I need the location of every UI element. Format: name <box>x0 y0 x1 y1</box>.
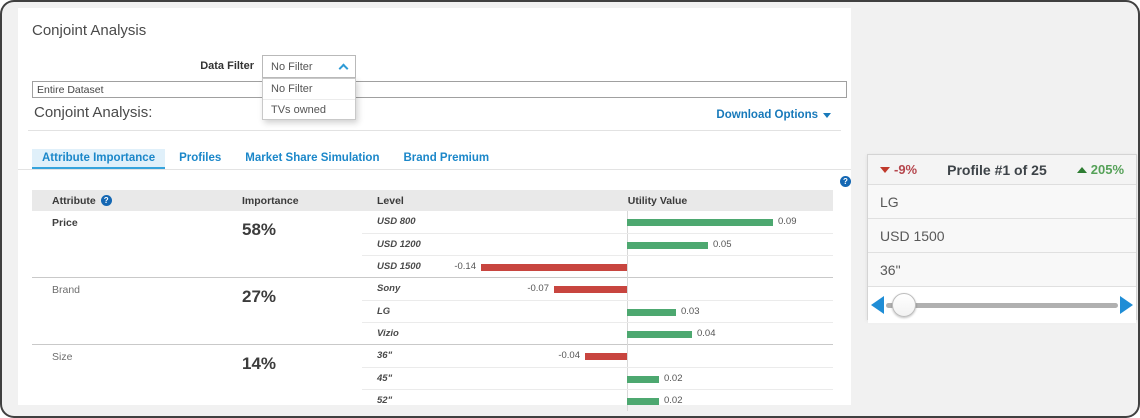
profile-row-size: 36" <box>868 253 1136 287</box>
utility-value: 0.02 <box>664 395 683 406</box>
attribute-importance: 58% <box>242 220 277 239</box>
triangle-down-icon <box>880 166 890 173</box>
download-options-label: Download Options <box>716 109 818 121</box>
level-name: Vizio <box>377 328 399 339</box>
tab-bar: Attribute Importance Profiles Market Sha… <box>32 149 503 169</box>
slider-handle[interactable] <box>892 293 916 317</box>
slider-track-area <box>886 293 1118 317</box>
level-row: USD 1500 -0.14 <box>362 255 833 277</box>
utility-value: 0.05 <box>713 239 732 250</box>
divider <box>28 130 841 131</box>
help-icon[interactable]: ? <box>840 176 851 187</box>
level-row: USD 800 0.09 <box>362 211 833 233</box>
data-filter-select[interactable]: No Filter <box>262 55 356 78</box>
utility-bar <box>627 331 692 338</box>
utility-bar <box>585 353 627 360</box>
level-name: USD 1200 <box>377 239 421 250</box>
page-title: Conjoint Analysis <box>32 22 147 39</box>
level-name: 45" <box>377 373 393 384</box>
data-filter-dropdown: No Filter TVs owned <box>262 78 356 120</box>
attribute-group: Price 58% USD 800 0.09 USD 1200 0.05 USD 1500 -… <box>32 211 833 277</box>
slider-track[interactable] <box>886 303 1118 308</box>
tab-attribute-importance[interactable]: Attribute Importance <box>32 149 166 169</box>
attribute-group: Size 14% 36" -0.04 45" 0.02 52" 0.02 <box>32 344 833 411</box>
attribute-importance: 14% <box>242 354 277 373</box>
utility-bar <box>481 264 627 271</box>
filter-option-no-filter[interactable]: No Filter <box>271 83 313 95</box>
profile-decrease-value: -9% <box>894 162 918 177</box>
slider-right-arrow-icon[interactable] <box>1120 296 1133 314</box>
profile-card-header: -9% Profile #1 of 25 205% <box>868 155 1136 185</box>
profile-card: -9% Profile #1 of 25 205% LG USD 1500 36… <box>867 154 1137 323</box>
divider <box>18 169 851 170</box>
utility-value: 0.02 <box>664 373 683 384</box>
level-row: LG 0.03 <box>362 300 833 322</box>
level-name: USD 1500 <box>377 261 421 272</box>
chevron-up-icon <box>338 63 349 73</box>
utility-bar <box>627 376 659 383</box>
attribute-header-label: Attribute <box>52 194 96 207</box>
utility-bar <box>554 286 627 293</box>
utility-bar <box>627 219 773 226</box>
chevron-down-icon <box>823 112 831 118</box>
level-name: LG <box>377 306 391 317</box>
profile-increase-value: 205% <box>1090 162 1124 177</box>
level-rows: 36" -0.04 45" 0.02 52" 0.02 <box>362 345 833 411</box>
utility-value: 0.04 <box>697 328 716 339</box>
level-name: Sony <box>377 283 401 294</box>
slider-left-arrow-icon[interactable] <box>871 296 884 314</box>
attribute-name: Price <box>52 217 78 229</box>
attribute-name: Size <box>52 351 73 363</box>
help-icon[interactable]: ? <box>100 195 112 206</box>
utility-value: -0.07 <box>527 283 549 294</box>
profile-slider <box>868 287 1136 323</box>
attribute-group: Brand 27% Sony -0.07 LG 0.03 Vizio 0.04 <box>32 277 833 344</box>
download-options-link[interactable]: Download Options <box>716 109 831 121</box>
level-name: USD 800 <box>377 216 416 227</box>
level-row: 45" 0.02 <box>362 367 833 389</box>
section-title: Conjoint Analysis: <box>34 104 153 121</box>
utility-bar <box>627 309 676 316</box>
utility-bar <box>627 242 708 249</box>
profile-increase-badge: 205% <box>1076 162 1124 177</box>
tab-brand-premium[interactable]: Brand Premium <box>403 152 490 164</box>
dataset-input[interactable] <box>32 81 847 98</box>
tab-profiles[interactable]: Profiles <box>179 152 222 164</box>
conjoint-analysis-panel: Conjoint Analysis Data Filter No Filter … <box>18 8 851 411</box>
utility-value: -0.04 <box>558 350 580 361</box>
profile-title: Profile #1 of 25 <box>947 161 1047 178</box>
level-row: Sony -0.07 <box>362 278 833 300</box>
utility-table: Attribute ? Importance Level Utility Val… <box>32 190 833 411</box>
column-header-utility-value: Utility Value <box>627 194 688 207</box>
level-row: USD 1200 0.05 <box>362 233 833 255</box>
triangle-up-icon <box>1076 166 1087 173</box>
utility-bar <box>627 398 659 405</box>
column-header-importance: Importance <box>242 194 299 207</box>
attribute-importance: 27% <box>242 287 277 306</box>
utility-value: 0.09 <box>778 216 797 227</box>
utility-value: -0.14 <box>454 261 476 272</box>
tab-market-share-simulation[interactable]: Market Share Simulation <box>245 152 380 164</box>
level-row: 52" 0.02 <box>362 389 833 411</box>
utility-value: 0.03 <box>681 306 700 317</box>
table-body: Price 58% USD 800 0.09 USD 1200 0.05 USD 1500 -… <box>32 211 833 411</box>
data-filter-selected-value: No Filter <box>271 60 313 73</box>
column-header-level: Level <box>377 194 404 207</box>
profile-decrease-badge: -9% <box>880 162 917 177</box>
attribute-name: Brand <box>52 284 81 296</box>
profile-row-brand: LG <box>868 185 1136 219</box>
level-name: 36" <box>377 350 393 361</box>
level-row: Vizio 0.04 <box>362 322 833 344</box>
filter-option-tvs-owned[interactable]: TVs owned <box>263 99 355 119</box>
level-name: 52" <box>377 395 393 406</box>
level-row: 36" -0.04 <box>362 345 833 367</box>
table-header-row: Attribute ? Importance Level Utility Val… <box>32 190 833 211</box>
profile-row-price: USD 1500 <box>868 219 1136 253</box>
column-header-attribute: Attribute ? <box>32 195 222 207</box>
data-filter-label: Data Filter <box>200 60 254 72</box>
level-rows: USD 800 0.09 USD 1200 0.05 USD 1500 -0.14 <box>362 211 833 277</box>
level-rows: Sony -0.07 LG 0.03 Vizio 0.04 <box>362 278 833 344</box>
